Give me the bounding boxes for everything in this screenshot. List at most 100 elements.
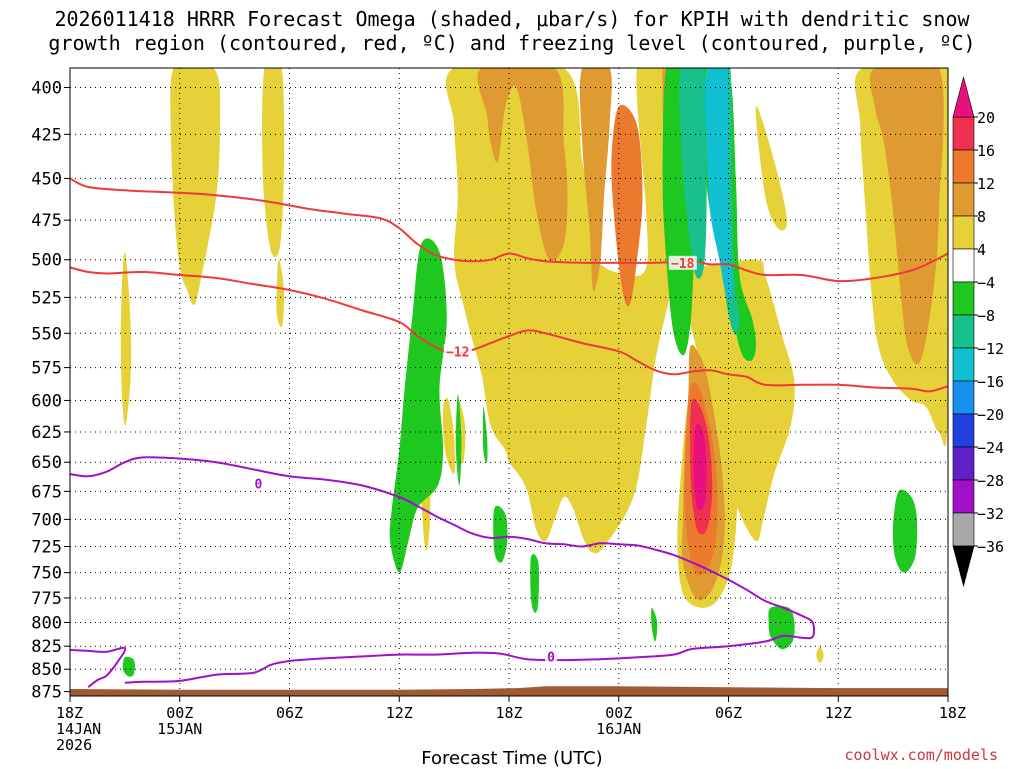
contour-label: −18 <box>671 257 695 272</box>
omega-region <box>693 422 707 511</box>
omega-region <box>651 607 658 642</box>
contour-label-background <box>545 649 558 664</box>
colorbar-label: −24 <box>977 439 1004 457</box>
omega-region <box>579 68 612 291</box>
omega-region <box>120 251 132 426</box>
omega-region <box>276 259 285 328</box>
x-tick-label: 14JAN <box>56 720 101 738</box>
terrain-surface <box>70 686 948 696</box>
contour-label-background <box>668 255 697 270</box>
colorbar-label: −32 <box>977 505 1004 523</box>
colorbar-top-arrow <box>952 75 975 118</box>
colorbar-swatch <box>952 248 975 283</box>
omega-region <box>170 68 221 306</box>
contour-line <box>70 646 127 688</box>
omega-region <box>530 554 539 613</box>
y-tick-label: 675 <box>31 482 62 502</box>
omega-shading <box>120 68 948 677</box>
omega-region <box>869 68 944 365</box>
colorbar-swatch <box>952 314 975 349</box>
terrain-layer <box>70 686 948 696</box>
y-tick-label: 725 <box>31 537 62 557</box>
colorbar-label: −4 <box>977 274 995 292</box>
contour-label: −12 <box>446 345 469 360</box>
y-tick-label: 550 <box>31 324 62 344</box>
contour-label: 0 <box>254 477 262 492</box>
colorbar-label: −36 <box>977 538 1004 556</box>
y-tick-label: 775 <box>31 589 62 609</box>
x-tick-label: 18Z <box>495 704 522 722</box>
x-tick-label: 12Z <box>386 704 413 722</box>
x-tick-label: 06Z <box>276 704 303 722</box>
x-tick-label: 16JAN <box>596 720 641 738</box>
chart-title-line-2: growth region (contoured, red, ºC) and f… <box>48 31 976 55</box>
y-tick-label: 400 <box>31 79 62 99</box>
colorbar-swatch <box>952 281 975 316</box>
omega-region <box>482 406 488 463</box>
colorbar-swatch <box>952 182 975 217</box>
contour-lines: −18 −12 0 0 <box>70 177 948 688</box>
colorbar-swatch <box>952 116 975 151</box>
colorbar-swatch <box>952 512 975 547</box>
colorbar-swatch <box>952 446 975 481</box>
y-tick-label: 825 <box>31 637 62 657</box>
colorbar-bottom-arrow <box>952 545 975 588</box>
colorbar-label: −16 <box>977 373 1004 391</box>
contour-line <box>70 456 816 684</box>
y-tick-label: 750 <box>31 564 62 584</box>
y-tick-label: 800 <box>31 613 62 633</box>
x-tick-label: 2026 <box>56 736 92 754</box>
colorbar-label: 20 <box>977 109 995 127</box>
y-tick-label: 575 <box>31 359 62 379</box>
omega-region <box>611 104 643 307</box>
contour-label: 0 <box>547 650 555 665</box>
omega-region <box>704 68 733 300</box>
y-tick-label: 650 <box>31 453 62 473</box>
x-tick-label: 18Z <box>939 704 966 722</box>
omega-region <box>679 68 707 279</box>
y-tick-label: 450 <box>31 169 62 189</box>
contour-line <box>70 266 948 393</box>
colorbar-label: −28 <box>977 472 1004 490</box>
y-tick-label: 700 <box>31 510 62 530</box>
credit-text: coolwx.com/models <box>844 746 998 764</box>
colorbar-swatch <box>952 347 975 382</box>
omega-region <box>477 68 568 262</box>
y-tick-label: 850 <box>31 660 62 680</box>
x-tick-label: 00Z <box>605 704 632 722</box>
colorbar-label: −12 <box>977 340 1004 358</box>
colorbar-swatch <box>952 215 975 250</box>
colorbar-label: 16 <box>977 142 995 160</box>
colorbar-label: 8 <box>977 208 986 226</box>
omega-region <box>892 489 918 573</box>
omega-region <box>493 505 508 563</box>
colorbar-label: −8 <box>977 307 995 325</box>
omega-region <box>816 646 824 663</box>
contour-label-background <box>252 476 265 491</box>
colorbar-swatch <box>952 479 975 514</box>
x-tick-label: 12Z <box>825 704 852 722</box>
omega-region <box>389 238 447 573</box>
y-axis: 400 425 450 475 500 525 550 575 600 625 650 675 700 7… <box>31 79 70 703</box>
colorbar-label: 12 <box>977 175 995 193</box>
y-tick-label: 500 <box>31 251 62 271</box>
y-tick-label: 625 <box>31 423 62 443</box>
x-tick-label: 18Z <box>56 704 83 722</box>
x-tick-label: 00Z <box>166 704 193 722</box>
colorbar-swatch <box>952 149 975 184</box>
omega-region <box>442 397 456 475</box>
colorbar-label: −20 <box>977 406 1004 424</box>
contour-label-background <box>443 344 472 359</box>
colorbar: 20 16 12 8 4 −4 −8 −12 −16 −20 −24 −28 −32 −36 <box>952 75 1004 588</box>
y-tick-label: 875 <box>31 683 62 703</box>
omega-region <box>122 656 135 677</box>
y-tick-label: 425 <box>31 125 62 145</box>
x-axis-label: Forecast Time (UTC) <box>421 748 603 769</box>
omega-region <box>262 68 285 258</box>
colorbar-label: 4 <box>977 241 986 259</box>
y-tick-label: 600 <box>31 391 62 411</box>
omega-region <box>455 393 462 486</box>
x-tick-label: 15JAN <box>157 720 202 738</box>
